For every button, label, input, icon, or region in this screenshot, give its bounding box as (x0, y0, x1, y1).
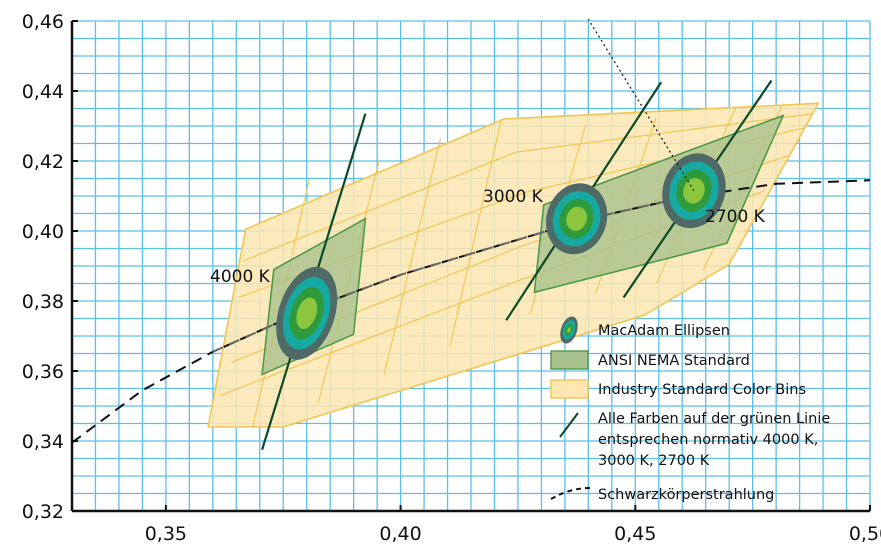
cct-label: 2700 K (705, 207, 766, 227)
tick-labels: 0,46 0,44 0,42 0,40 0,38 0,36 0,34 0,32 0,35 0,40… (22, 11, 881, 545)
x-tick-label: 0,50 (849, 523, 881, 545)
legend-label: ANSI NEMA Standard (598, 353, 750, 369)
legend-macadam-swatch (567, 327, 571, 333)
legend-label: entsprechen normativ 4000 K, (598, 432, 818, 448)
bin-division-line (243, 113, 812, 262)
y-tick-label: 0,32 (22, 501, 64, 523)
axes (70, 21, 870, 513)
y-tick-label: 0,42 (22, 151, 64, 173)
macadam-ellipse (566, 206, 588, 231)
macadam-ellipses (276, 153, 726, 360)
y-tick-label: 0,44 (22, 81, 64, 103)
x-tick-label: 0,40 (379, 523, 421, 545)
cct-label: 4000 K (210, 267, 271, 287)
x-tick-label: 0,45 (614, 523, 656, 545)
legend-label: 3000 K, 2700 K (598, 453, 710, 469)
legend-label: Schwarzkörperstrahlung (598, 487, 774, 503)
x-tick-label: 0,35 (145, 523, 187, 545)
y-tick-label: 0,46 (22, 11, 64, 33)
legend-label: Industry Standard Color Bins (598, 382, 806, 398)
bin-division-line (383, 138, 442, 375)
legend-planck-swatch (550, 487, 591, 500)
legend-iso-swatch (559, 412, 579, 438)
macadam-ellipse (296, 297, 318, 330)
macadam-ellipse (683, 178, 705, 204)
pointer-line (587, 18, 695, 192)
legend-bins-swatch (550, 379, 589, 399)
y-tick-label: 0,40 (22, 221, 64, 243)
legend-nema-swatch (550, 350, 589, 370)
cct-label: 3000 K (483, 187, 544, 207)
cct-labels: 4000 K 3000 K 2700 K (210, 187, 766, 287)
legend-label: Alle Farben auf der grünen Linie (598, 411, 830, 427)
y-tick-label: 0,36 (22, 361, 64, 383)
pointer-line (587, 18, 695, 192)
y-tick-label: 0,38 (22, 291, 64, 313)
y-tick-label: 0,34 (22, 431, 64, 453)
legend-label: MacAdam Ellipsen (598, 323, 730, 339)
legend: MacAdam Ellipsen ANSI NEMA Standard Indust… (550, 316, 830, 503)
bin-division-line (449, 118, 503, 347)
